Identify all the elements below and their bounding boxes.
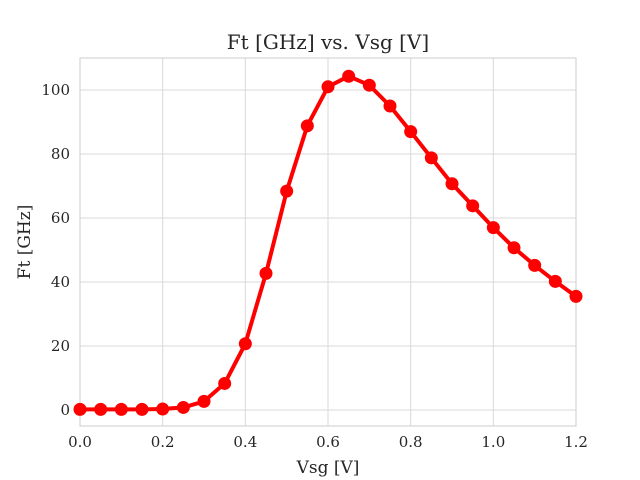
data-point: [569, 289, 583, 303]
data-point: [135, 402, 149, 416]
series-layer: [73, 69, 583, 416]
data-point: [342, 69, 356, 83]
x-tick-label: 0.6: [316, 433, 340, 451]
data-point: [280, 184, 294, 198]
data-point: [259, 266, 273, 280]
data-point: [445, 177, 459, 191]
data-point: [218, 376, 232, 390]
y-axis-label: Ft [GHz]: [15, 205, 35, 280]
y-tick-label: 80: [51, 145, 70, 163]
x-tick-label: 0.2: [151, 433, 175, 451]
y-tick-label: 100: [41, 81, 70, 99]
plot-frame: [79, 57, 577, 427]
x-tick-label: 1.2: [564, 433, 588, 451]
x-axis-label: Vsg [V]: [296, 458, 360, 478]
data-point: [176, 400, 190, 414]
data-point: [238, 337, 252, 351]
data-point: [404, 125, 418, 139]
chart-title: Ft [GHz] vs. Vsg [V]: [227, 30, 429, 54]
data-point: [114, 402, 128, 416]
x-tick-label: 1.0: [481, 433, 505, 451]
data-point: [383, 99, 397, 113]
data-point: [424, 151, 438, 165]
x-tick-labels: 0.0 0.2 0.4 0.6 0.8 1.0 1.2: [68, 433, 588, 451]
data-point: [507, 241, 521, 255]
data-point: [300, 119, 314, 133]
data-point: [156, 402, 170, 416]
data-point: [528, 258, 542, 272]
data-point: [362, 78, 376, 92]
data-point: [73, 402, 87, 416]
data-point: [321, 80, 335, 94]
data-point: [94, 402, 108, 416]
data-point: [548, 274, 562, 288]
y-tick-label: 40: [51, 273, 70, 291]
y-tick-label: 20: [51, 337, 70, 355]
data-point: [197, 394, 211, 408]
y-tick-labels: 0 20 40 60 80 100: [41, 81, 70, 419]
x-tick-label: 0.4: [233, 433, 257, 451]
y-tick-label: 60: [51, 209, 70, 227]
x-tick-label: 0.8: [399, 433, 423, 451]
data-point: [466, 199, 480, 213]
x-tick-label: 0.0: [68, 433, 92, 451]
data-point: [486, 221, 500, 235]
y-tick-label: 0: [60, 401, 70, 419]
